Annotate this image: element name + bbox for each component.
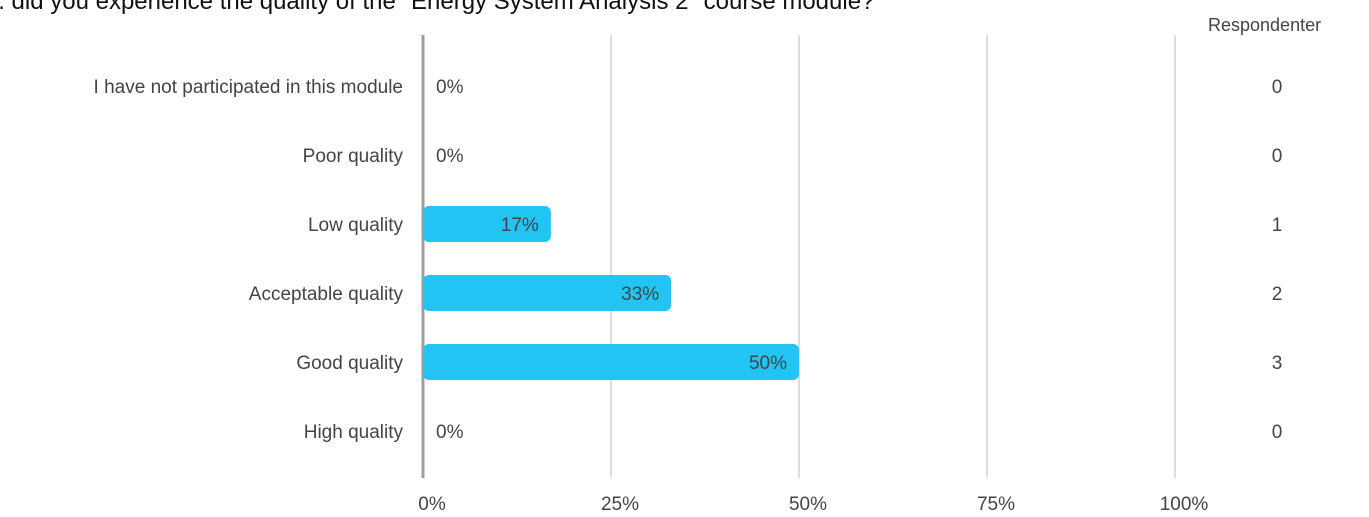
data-label: 33%	[621, 284, 659, 305]
respondent-count: 0	[1272, 146, 1283, 167]
respondents-column-header: Respondenter	[1208, 15, 1322, 35]
category-label: High quality	[304, 422, 404, 443]
category-label: Acceptable quality	[249, 284, 404, 305]
respondent-count: 2	[1272, 284, 1283, 305]
x-tick-label: 100%	[1160, 494, 1209, 515]
category-label: Poor quality	[303, 146, 404, 167]
data-label: 0%	[436, 146, 464, 167]
category-label: Good quality	[296, 353, 403, 374]
respondent-count: 0	[1272, 422, 1283, 443]
data-label: 17%	[501, 215, 539, 236]
data-label: 0%	[436, 422, 464, 443]
respondent-count: 1	[1272, 215, 1283, 236]
respondent-count: 0	[1272, 77, 1283, 98]
bar	[423, 275, 672, 311]
data-label: 50%	[749, 353, 787, 374]
x-tick-label: 0%	[418, 494, 446, 515]
bar	[423, 344, 799, 380]
category-label: I have not participated in this module	[94, 77, 403, 98]
category-label: Low quality	[308, 215, 404, 236]
respondent-count: 3	[1272, 353, 1283, 374]
chart-title: v. did you experience the quality of the…	[0, 0, 875, 15]
x-tick-label: 75%	[977, 494, 1015, 515]
data-label: 0%	[436, 77, 464, 98]
x-tick-label: 50%	[789, 494, 827, 515]
x-tick-label: 25%	[601, 494, 639, 515]
bar	[423, 206, 551, 242]
